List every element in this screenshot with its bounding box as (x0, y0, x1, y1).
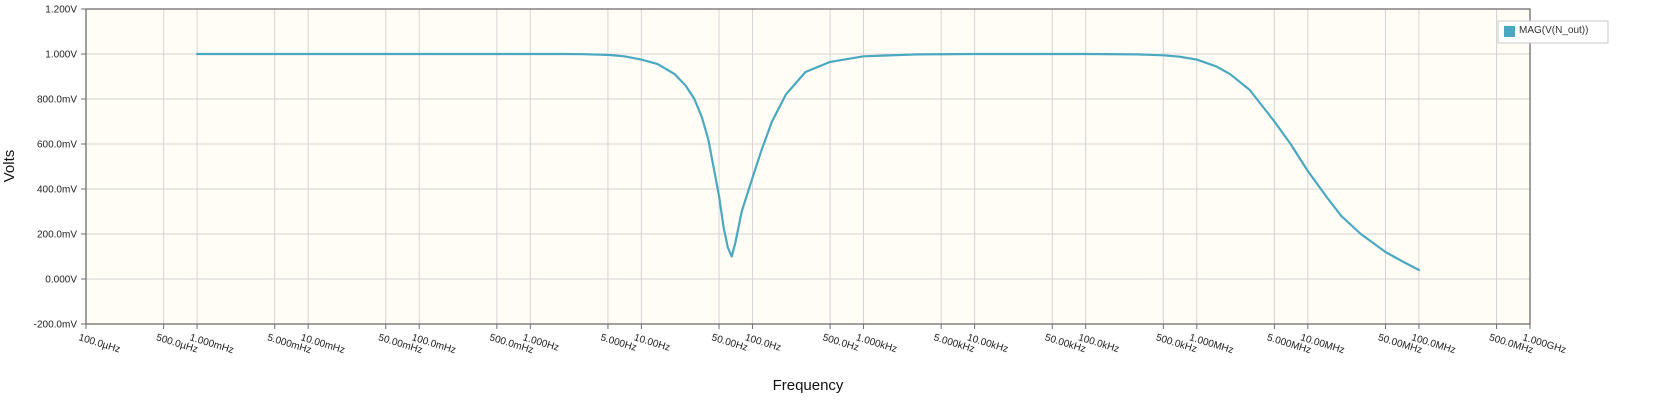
plot-area (86, 9, 1530, 324)
legend-box (1497, 20, 1609, 44)
plot-frame (85, 8, 1531, 325)
y-tick-label: 400.0mV (37, 185, 77, 196)
x-tick-label: 10.00Hz (633, 332, 672, 353)
y-tick-label: 1.200V (45, 5, 77, 16)
x-tick-label: 1.000kHz (855, 332, 899, 355)
grid (85, 8, 1531, 325)
legend: MAG(V(N_out)) (1497, 20, 1609, 44)
x-tick-label: 100.0µHz (77, 332, 121, 355)
x-axis-title: Frequency (773, 377, 844, 394)
y-tick-label: 600.0mV (37, 140, 77, 151)
y-tick-label: 1.000V (45, 50, 77, 61)
y-axis-title: Volts (1, 150, 18, 183)
x-tick-label: 500.0Hz (821, 332, 860, 353)
x-tick-label: 50.00Hz (710, 332, 749, 353)
y-tick-label: 800.0mV (37, 95, 77, 106)
series-layer (196, 52, 1421, 272)
legend-label: MAG(V(N_out)) (1519, 25, 1588, 36)
y-tick-label: 0.000V (45, 275, 77, 286)
series-line (196, 52, 1421, 272)
x-tick-label: 100.0Hz (744, 332, 783, 353)
x-tick-label: 5.000Hz (599, 332, 638, 353)
legend-swatch (1504, 26, 1515, 37)
y-tick-label: -200.0mV (34, 320, 78, 331)
y-tick-label: 200.0mV (37, 230, 77, 241)
y-axis-ticks: 1.200V 1.000V 800.0mV 600.0mV 400.0mV 200.0mV… (34, 5, 86, 331)
